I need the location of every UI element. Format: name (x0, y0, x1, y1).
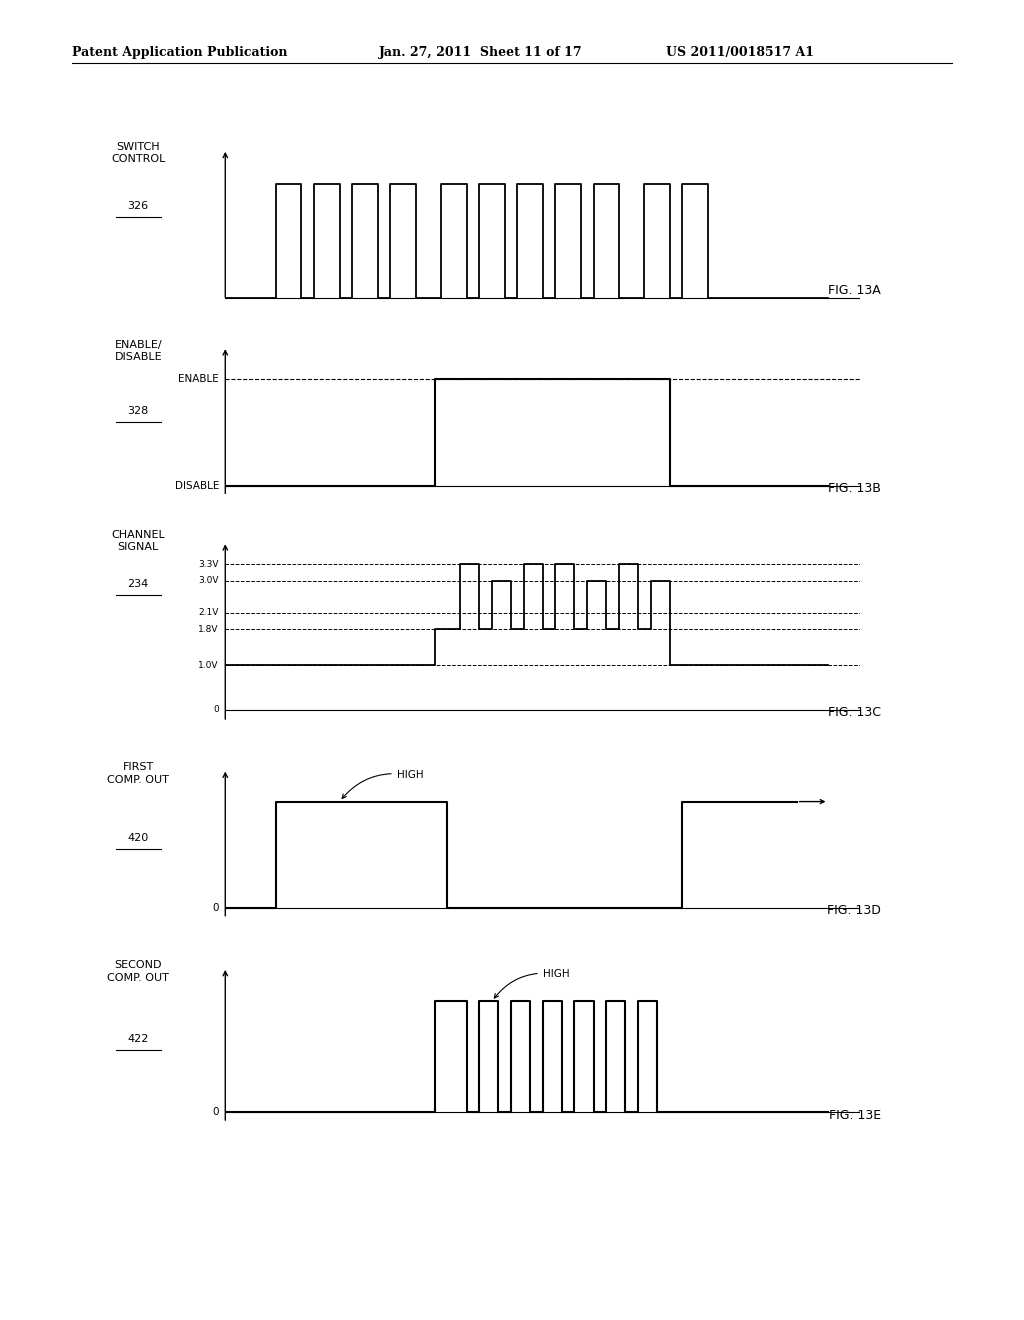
Text: 328: 328 (128, 407, 148, 416)
Text: FIRST
COMP. OUT: FIRST COMP. OUT (108, 763, 169, 784)
Text: FIG. 13A: FIG. 13A (827, 284, 881, 297)
Text: US 2011/0018517 A1: US 2011/0018517 A1 (666, 46, 814, 59)
Text: CHANNEL
SIGNAL: CHANNEL SIGNAL (112, 529, 165, 552)
Text: 2.1V: 2.1V (199, 609, 219, 618)
Text: SECOND
COMP. OUT: SECOND COMP. OUT (108, 961, 169, 983)
Text: 422: 422 (128, 1035, 148, 1044)
Text: HIGH: HIGH (342, 770, 423, 799)
Text: Patent Application Publication: Patent Application Publication (72, 46, 287, 59)
Text: 234: 234 (128, 579, 148, 590)
Text: 0: 0 (213, 705, 219, 714)
Text: 1.0V: 1.0V (199, 661, 219, 669)
Text: 420: 420 (128, 833, 148, 843)
Text: ENABLE: ENABLE (178, 374, 219, 384)
Text: 326: 326 (128, 201, 148, 211)
Text: 3.3V: 3.3V (199, 560, 219, 569)
Text: Jan. 27, 2011  Sheet 11 of 17: Jan. 27, 2011 Sheet 11 of 17 (379, 46, 583, 59)
Text: FIG. 13E: FIG. 13E (828, 1109, 881, 1122)
Text: SWITCH
CONTROL: SWITCH CONTROL (111, 141, 166, 164)
Text: DISABLE: DISABLE (174, 480, 219, 491)
Text: 1.8V: 1.8V (199, 624, 219, 634)
Text: 3.0V: 3.0V (199, 576, 219, 585)
Text: ENABLE/
DISABLE: ENABLE/ DISABLE (115, 341, 162, 362)
Text: 0: 0 (212, 1107, 219, 1117)
Text: FIG. 13D: FIG. 13D (826, 904, 881, 917)
Text: 0: 0 (212, 903, 219, 913)
Text: HIGH: HIGH (495, 969, 569, 998)
Text: FIG. 13C: FIG. 13C (827, 706, 881, 719)
Text: FIG. 13B: FIG. 13B (827, 482, 881, 495)
